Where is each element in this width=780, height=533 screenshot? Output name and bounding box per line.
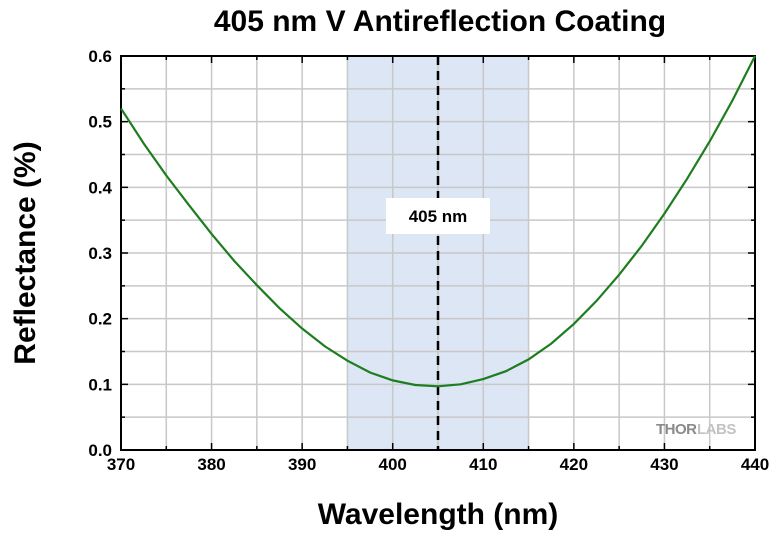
y-tick-label: 0.1 (88, 375, 112, 394)
x-axis-label: Wavelength (nm) (318, 498, 559, 531)
y-tick-label: 0.0 (88, 441, 112, 460)
y-tick-label: 0.3 (88, 244, 112, 263)
y-axis-label: Reflectance (%) (9, 141, 42, 364)
y-tick-label: 0.5 (88, 113, 112, 132)
x-tick-label: 400 (379, 455, 407, 474)
x-tick-label: 380 (197, 455, 225, 474)
thorlabs-logo: THOR LABS (656, 421, 737, 438)
x-tick-label: 390 (288, 455, 316, 474)
logo-part-1: THOR (656, 421, 697, 438)
x-tick-label: 410 (469, 455, 497, 474)
y-tick-label: 0.2 (88, 310, 112, 329)
chart-title: 405 nm V Antireflection Coating (214, 5, 666, 38)
annotation-box (386, 198, 490, 234)
series-line-reflectance (120, 55, 756, 388)
x-tick-label: 420 (560, 455, 588, 474)
y-tick-label: 0.6 (88, 47, 112, 66)
x-tick-label: 370 (107, 455, 135, 474)
tick-labels: 370 380 390 400 410 420 430 440 0.0 0.1 0.2 0.3 0.4 0… (88, 47, 769, 474)
x-tick-label: 440 (741, 455, 769, 474)
annotation-label: 405 nm (409, 207, 468, 226)
x-tick-label: 430 (650, 455, 678, 474)
logo-part-2: LABS (697, 421, 736, 438)
y-tick-label: 0.4 (88, 178, 112, 197)
